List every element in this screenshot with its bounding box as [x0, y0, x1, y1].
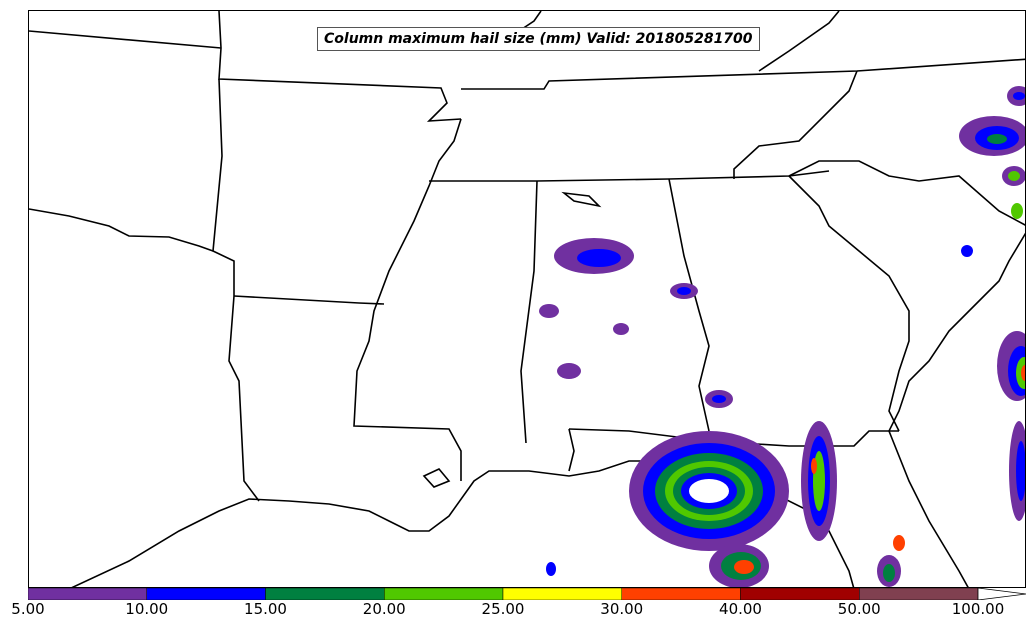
boundary-line	[668, 178, 710, 432]
hail-cell	[811, 458, 817, 474]
colorbar-tick-label: 20.00	[362, 600, 406, 618]
boundary-line	[461, 58, 1025, 90]
hail-contours	[539, 86, 1025, 587]
hail-cell	[961, 245, 973, 257]
hail-cell	[1008, 171, 1020, 181]
hail-cell	[1016, 441, 1025, 501]
boundary-line	[520, 180, 538, 444]
colorbar-tick-label: 50.00	[837, 600, 881, 618]
boundary-line	[422, 468, 451, 488]
boundary-line	[568, 428, 899, 447]
colorbar-tick-label: 15.00	[244, 600, 287, 618]
boundary-line	[29, 30, 222, 49]
boundary-line	[429, 170, 830, 182]
hail-cell	[883, 564, 895, 582]
hail-cell	[689, 479, 729, 503]
boundary-line	[788, 160, 1025, 226]
hail-cell	[557, 363, 581, 379]
boundary-line	[233, 295, 385, 305]
boundary-line	[561, 191, 602, 208]
state-boundaries	[29, 11, 1025, 587]
hail-cell	[1021, 365, 1025, 381]
map-canvas	[29, 11, 1025, 587]
hail-cell	[987, 134, 1007, 144]
colorbar-segment	[265, 588, 385, 600]
colorbar-tick-label: 25.00	[481, 600, 525, 618]
boundary-line	[733, 70, 858, 179]
hail-cell	[1011, 203, 1023, 219]
map-panel: Column maximum hail size (mm) Valid: 201…	[28, 10, 1026, 588]
boundary-line	[568, 428, 575, 472]
colorbar-extend-arrow	[977, 588, 1026, 600]
boundary-line	[212, 78, 260, 502]
hail-cell	[677, 287, 691, 295]
boundary-line	[888, 232, 1025, 587]
boundary-line	[218, 11, 462, 122]
colorbar-tick-label: 30.00	[600, 600, 644, 618]
colorbar-segment	[740, 588, 860, 600]
colorbar-segment	[146, 588, 266, 600]
colorbar	[28, 588, 1026, 600]
colorbar-tick-label: 100.00	[951, 600, 1005, 618]
hail-cell	[539, 304, 559, 318]
map-title: Column maximum hail size (mm) Valid: 201…	[317, 27, 760, 51]
colorbar-tick-label: 10.00	[125, 600, 169, 618]
colorbar-segment	[28, 588, 147, 600]
colorbar-segment	[384, 588, 504, 600]
colorbar-tick-label: 40.00	[719, 600, 762, 618]
hail-cell	[734, 560, 754, 574]
colorbar-tick-label: 5.00	[11, 600, 45, 618]
boundary-line	[788, 175, 910, 432]
hail-cell	[893, 535, 905, 551]
hail-cell	[577, 249, 621, 267]
colorbar-segment	[621, 588, 741, 600]
boundary-line	[758, 11, 840, 72]
hail-cell	[546, 562, 556, 576]
hail-cell	[613, 323, 629, 335]
colorbar-segment	[859, 588, 979, 600]
boundary-line	[29, 208, 214, 252]
hail-cell	[1013, 92, 1025, 100]
hail-cell	[712, 395, 726, 403]
boundary-line	[353, 118, 462, 481]
hail-cell	[1016, 357, 1025, 389]
colorbar-segment	[502, 588, 622, 600]
